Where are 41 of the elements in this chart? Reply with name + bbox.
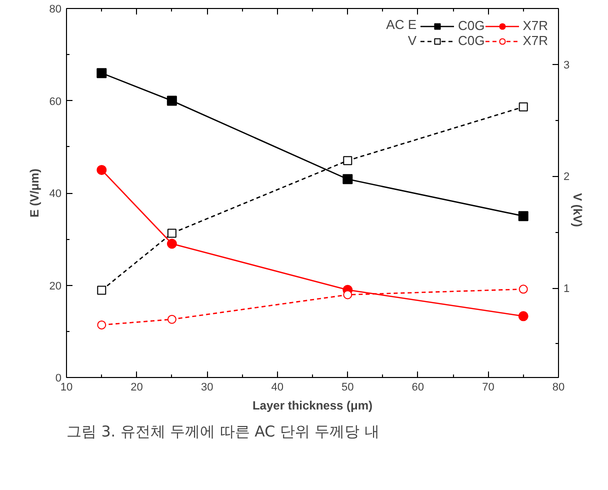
point — [96, 68, 107, 78]
point — [166, 96, 177, 106]
x-tick-label: 20 — [130, 382, 143, 394]
x-tick-label: 10 — [60, 382, 73, 394]
text: AC E — [386, 17, 416, 32]
y-tick-label: 40 — [49, 188, 62, 200]
x-tick-label: 30 — [200, 382, 214, 394]
y2-axis-title: V (kV) — [570, 193, 585, 228]
legend-label: C0G — [458, 18, 485, 33]
point — [518, 211, 528, 222]
point — [518, 102, 528, 112]
point — [166, 238, 177, 249]
point — [343, 290, 352, 300]
caption: 그림 3. 유전체 두께에 따른 AC 단위 두께당 내 — [66, 422, 380, 440]
x-axis-title: Layer thickness (μm) — [252, 398, 373, 412]
point — [518, 311, 528, 322]
y2-tick-label: 1 — [564, 283, 570, 296]
point — [167, 314, 176, 324]
y2-tick-label: 2 — [564, 171, 570, 184]
y-axis-title: E (V/μm) — [27, 168, 42, 218]
point — [342, 174, 353, 184]
y-tick-label: 20 — [49, 280, 62, 292]
y-tick-label: 80 — [49, 4, 62, 16]
point — [343, 156, 352, 166]
point — [96, 164, 107, 175]
x-tick-label: 40 — [271, 382, 284, 394]
annotation: V — [408, 33, 417, 48]
x-tick-label: 70 — [482, 382, 494, 394]
x-tick-label: 80 — [552, 382, 565, 394]
y2-tick-label: 3 — [564, 59, 570, 72]
x-tick-label: 50 — [342, 382, 354, 394]
point — [97, 320, 106, 330]
y-tick-label: 0 — [55, 372, 62, 384]
legend-label: C0G — [458, 33, 485, 48]
legend-label: X7R — [522, 18, 548, 33]
legend-label: X7R — [522, 33, 548, 48]
point — [518, 284, 528, 294]
y-tick-label: 60 — [49, 96, 62, 108]
point — [97, 286, 106, 295]
x-tick-label: 60 — [412, 382, 424, 394]
point — [167, 228, 176, 238]
